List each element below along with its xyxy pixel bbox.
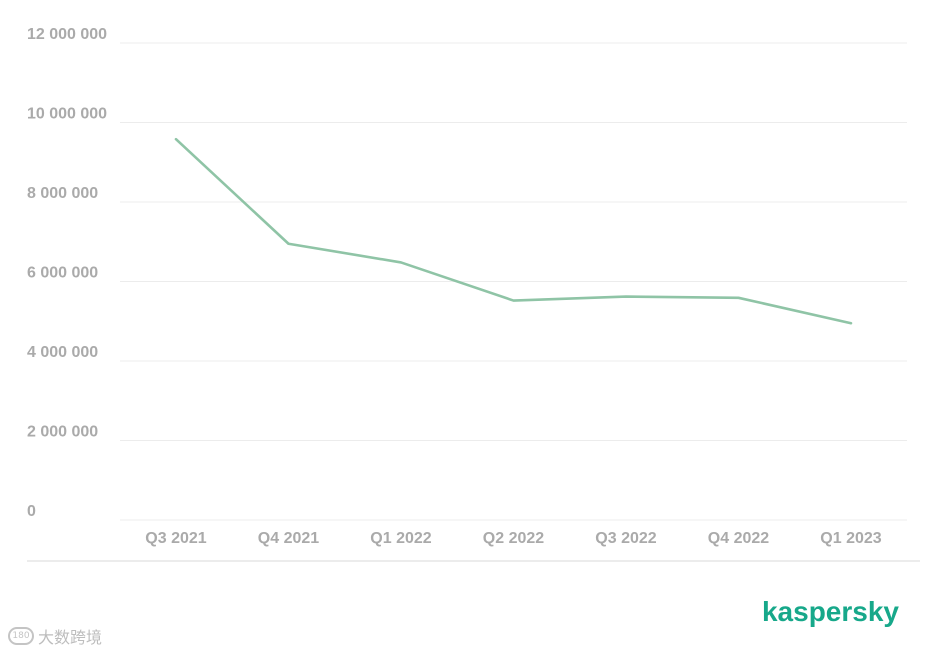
y-axis-ticks: 0 2 000 000 4 000 000 6 000 000 8 000 000 10 … <box>27 26 107 520</box>
y-tick-label: 6 000 000 <box>27 265 98 282</box>
series-points <box>175 139 852 324</box>
x-tick-label: Q4 2021 <box>258 530 319 547</box>
x-tick-label: Q4 2022 <box>708 530 769 547</box>
grid-lines <box>120 42 907 521</box>
x-tick-label: Q2 2022 <box>483 530 544 547</box>
x-tick-label: Q1 2023 <box>820 530 881 547</box>
watermark-text: 大数跨境 <box>38 628 103 647</box>
y-tick-label: 12 000 000 <box>27 26 107 43</box>
y-tick-label: 4 000 000 <box>27 344 98 361</box>
y-tick-label: 10 000 000 <box>27 106 107 123</box>
watermark: 180 大数跨境 <box>8 624 102 648</box>
kaspersky-logo: kaspersky <box>761 596 899 627</box>
watermark-icon: 180 <box>8 627 34 645</box>
series-line <box>174 137 853 325</box>
y-tick-label: 8 000 000 <box>27 185 98 202</box>
x-tick-label: Q1 2022 <box>370 530 431 547</box>
y-tick-label: 2 000 000 <box>27 424 98 441</box>
x-tick-label: Q3 2021 <box>145 530 206 547</box>
y-tick-label: 0 <box>27 503 36 520</box>
x-tick-label: Q3 2022 <box>595 530 656 547</box>
x-axis-ticks: Q3 2021 Q4 2021 Q1 2022 Q2 2022 Q3 2022 Q4 20… <box>145 530 881 547</box>
